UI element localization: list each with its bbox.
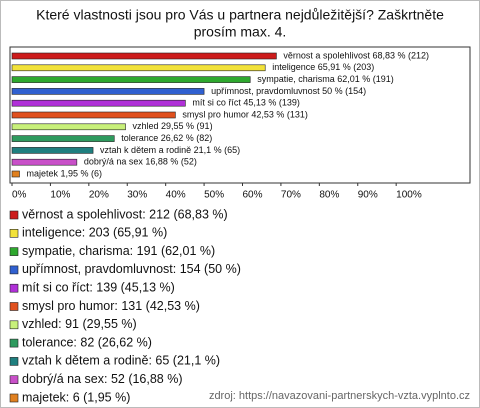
bar-label: upřímnost, pravdomluvnost 50 % (154) xyxy=(211,86,366,96)
bar xyxy=(11,158,78,166)
bar-label: mít si co říct 45,13 % (139) xyxy=(192,98,300,108)
bar xyxy=(11,76,251,83)
legend-label: mít si co říct: 139 (45,13 %) xyxy=(22,280,175,294)
bar xyxy=(11,99,186,107)
legend-swatch xyxy=(9,375,19,385)
legend-label: vzhled: 91 (29,55 %) xyxy=(22,317,137,331)
legend-swatch xyxy=(9,320,19,330)
legend-swatch xyxy=(9,357,19,366)
legend-label: sympatie, charisma: 191 (62,01 %) xyxy=(22,244,215,258)
bar-label: smysl pro humor 42,53 % (131) xyxy=(182,109,308,119)
bar xyxy=(11,170,20,178)
bar-label: dobrý/á na sex 16,88 % (52) xyxy=(84,157,197,167)
bar-label: inteligence 65,91 % (203) xyxy=(272,62,374,72)
legend-label: tolerance: 82 (26,62 %) xyxy=(22,335,152,349)
bar xyxy=(11,135,115,142)
legend-label: dobrý/á na sex: 52 (16,88 %) xyxy=(22,372,183,386)
legend-label: vztah k dětem a rodině: 65 (21,1 %) xyxy=(22,354,220,368)
bar-label: majetek 1,95 % (6) xyxy=(26,168,102,178)
bar xyxy=(11,111,176,119)
x-tick-label: 90% xyxy=(358,190,378,201)
bar xyxy=(11,147,94,154)
source: zdroj: https://navazovani-partnerskych-v… xyxy=(209,390,470,402)
x-tick-label: 60% xyxy=(243,190,263,201)
bar-label: vztah k dětem a rodině 21,1 % (65) xyxy=(100,145,240,155)
legend-label: upřímnost, pravdomluvnost: 154 (50 %) xyxy=(22,262,241,276)
legend-label: majetek: 6 (1,95 %) xyxy=(22,390,130,404)
bar xyxy=(11,88,205,95)
x-tick-label: 30% xyxy=(127,190,147,201)
bar-label: tolerance 26,62 % (82) xyxy=(121,133,212,143)
bar xyxy=(11,64,266,72)
bar-label: věrnost a spolehlivost 68,83 % (212) xyxy=(283,50,429,60)
x-tick-label: 100% xyxy=(396,190,422,201)
bar xyxy=(11,52,277,60)
x-tick-label: 20% xyxy=(89,190,109,201)
legend-label: věrnost a spolehlivost: 212 (68,83 %) xyxy=(22,207,228,221)
legend-swatch xyxy=(9,393,19,403)
legend-swatch xyxy=(9,283,19,293)
bar-label: vzhled 29,55 % (91) xyxy=(133,121,213,131)
bar xyxy=(11,123,126,131)
x-tick-label: 40% xyxy=(166,190,186,201)
x-tick-label: 70% xyxy=(281,190,301,201)
legend-swatch xyxy=(9,302,19,311)
x-tick-label: 0% xyxy=(12,190,27,201)
x-tick-label: 10% xyxy=(50,190,70,201)
x-tick-label: 50% xyxy=(204,190,224,201)
legend-swatch xyxy=(9,265,19,275)
bar-label: sympatie, charisma 62,01 % (191) xyxy=(257,74,394,84)
x-tick-label: 80% xyxy=(319,190,339,201)
chart-title: prosím max. 4. xyxy=(194,24,287,40)
legend-swatch xyxy=(9,229,19,238)
legend-label: smysl pro humor: 131 (42,53 %) xyxy=(22,299,200,313)
legend-label: inteligence: 203 (65,91 %) xyxy=(22,226,167,240)
legend-swatch xyxy=(9,247,19,256)
chart-title: Které vlastnosti jsou pro Vás u partnera… xyxy=(36,7,444,23)
legend-swatch xyxy=(9,338,19,348)
legend-swatch xyxy=(9,210,19,220)
